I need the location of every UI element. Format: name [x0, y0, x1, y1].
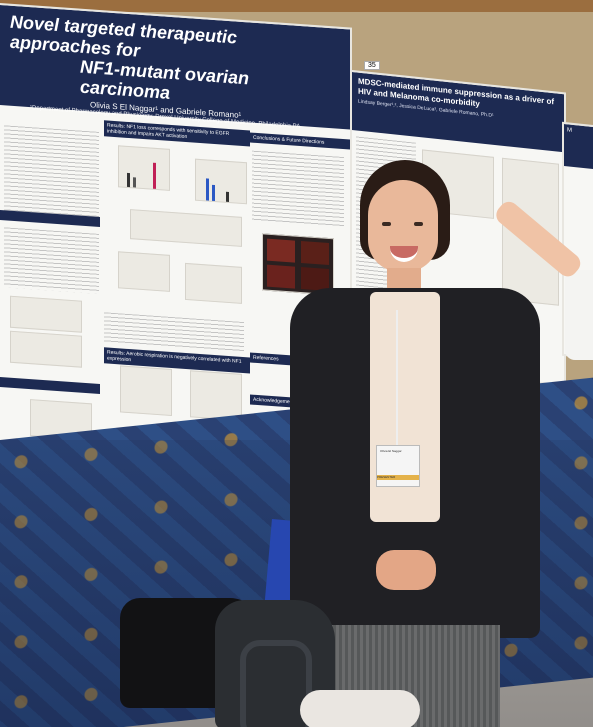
bar [153, 162, 156, 189]
board-number: 35 [364, 61, 380, 70]
bar-chart-figure [185, 262, 242, 304]
white-bag [300, 690, 420, 727]
presenter-hands [376, 550, 436, 590]
presenter: Olivia El Naggar PRESENTER [290, 160, 540, 727]
bar [127, 172, 130, 188]
poster-third-header: M [564, 124, 593, 171]
methods-figure [10, 330, 82, 368]
presenter-smile [390, 246, 418, 262]
presenter-eye [382, 222, 391, 226]
bar [206, 178, 209, 201]
scatter-figure [190, 370, 242, 421]
poster-third-title: M [567, 127, 572, 134]
scatter-figure [120, 365, 172, 417]
presenter-eye [414, 222, 423, 226]
presenter-shirt [370, 292, 440, 522]
section-conclusions: Conclusions & Future Directions [250, 132, 350, 150]
badge-strip: PRESENTER [377, 475, 419, 480]
methods-figure [10, 295, 82, 333]
badge-strip-label: PRESENTER [377, 475, 396, 479]
figure-legend [104, 312, 244, 353]
western-blot-figure [130, 209, 242, 247]
bar-chart-figure [118, 251, 170, 292]
bar [133, 177, 136, 188]
bar [226, 191, 229, 203]
methods-text [4, 227, 99, 294]
bar [212, 184, 215, 202]
badge-name: Olivia El Naggar [380, 449, 402, 453]
board-top-rail [0, 0, 593, 12]
bar-chart-figure [118, 145, 170, 191]
lanyard [396, 310, 398, 450]
presenter-face [368, 180, 438, 272]
section-header [0, 377, 100, 394]
name-badge: Olivia El Naggar PRESENTER [376, 445, 420, 487]
bar-chart-figure [195, 158, 247, 205]
backpack-strap [240, 640, 312, 727]
other-person-sleeve [565, 270, 593, 360]
